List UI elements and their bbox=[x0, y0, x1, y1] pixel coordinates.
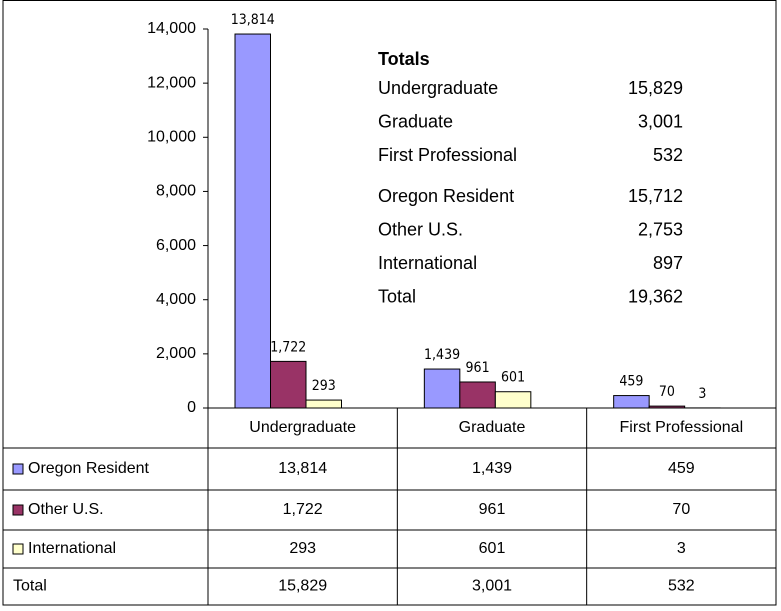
y-tick-label: 12,000 bbox=[147, 74, 196, 91]
legend-key bbox=[12, 463, 24, 475]
table-cell: 70 bbox=[672, 501, 690, 518]
annotation-value: 897 bbox=[653, 253, 683, 273]
y-tick-label: 6,000 bbox=[156, 237, 196, 254]
bar bbox=[234, 33, 271, 409]
legend-label: International bbox=[28, 540, 116, 557]
y-tick-label: 14,000 bbox=[147, 20, 196, 37]
legend-label: Other U.S. bbox=[28, 501, 104, 518]
y-tick-label: 0 bbox=[187, 399, 196, 416]
data-label: 1,722 bbox=[270, 339, 306, 355]
x-tick-label: Undergraduate bbox=[249, 419, 356, 436]
annotation-label: Oregon Resident bbox=[378, 186, 514, 206]
y-tick-label: 4,000 bbox=[156, 291, 196, 308]
annotation-value: 19,362 bbox=[628, 286, 683, 306]
table-row-label: Total bbox=[13, 578, 47, 595]
annotation-label: Other U.S. bbox=[378, 219, 463, 239]
annotation-label: Graduate bbox=[378, 111, 453, 131]
data-label: 601 bbox=[501, 370, 525, 386]
y-tick-label: 10,000 bbox=[147, 129, 196, 146]
table-cell: 3 bbox=[677, 540, 686, 557]
table-cell: 532 bbox=[668, 578, 695, 595]
legend-key bbox=[12, 543, 24, 555]
annotation-label: Total bbox=[378, 286, 416, 306]
bar bbox=[494, 391, 532, 409]
bar bbox=[305, 399, 342, 409]
annotation-value: 532 bbox=[653, 145, 683, 165]
annotation-value: 15,712 bbox=[628, 186, 683, 206]
y-tick-label: 2,000 bbox=[156, 345, 196, 362]
x-tick-label: Graduate bbox=[459, 419, 526, 436]
data-label: 459 bbox=[619, 374, 643, 390]
table-cell: 1,722 bbox=[283, 501, 323, 518]
bar bbox=[270, 360, 307, 409]
data-label: 961 bbox=[466, 360, 490, 376]
data-label: 1,439 bbox=[424, 347, 460, 363]
data-label: 3 bbox=[698, 386, 706, 402]
annotation-label: International bbox=[378, 253, 477, 273]
table-cell: 13,814 bbox=[278, 460, 327, 477]
legend-label: Oregon Resident bbox=[28, 460, 150, 477]
table-cell: 459 bbox=[668, 460, 695, 477]
table-cell: 1,439 bbox=[472, 460, 512, 477]
table-cell: 3,001 bbox=[472, 578, 512, 595]
x-tick-label: First Professional bbox=[620, 419, 744, 436]
legend-key bbox=[12, 504, 24, 516]
annotation-label: Undergraduate bbox=[378, 78, 498, 98]
table-cell: 15,829 bbox=[278, 578, 327, 595]
annotation-value: 15,829 bbox=[628, 78, 683, 98]
annotation-label: First Professional bbox=[378, 145, 517, 165]
bar bbox=[613, 395, 650, 409]
table-cell: 293 bbox=[289, 540, 316, 557]
data-label: 293 bbox=[312, 378, 336, 394]
annotation-title: Totals bbox=[378, 49, 430, 69]
data-label: 13,814 bbox=[231, 12, 275, 28]
table-cell: 601 bbox=[479, 540, 506, 557]
annotation-value: 3,001 bbox=[638, 111, 683, 131]
bar bbox=[459, 381, 496, 409]
bar bbox=[423, 368, 461, 409]
table-cell: 961 bbox=[479, 501, 506, 518]
annotation-value: 2,753 bbox=[638, 219, 683, 239]
y-tick-label: 8,000 bbox=[156, 183, 196, 200]
data-label: 70 bbox=[659, 384, 675, 400]
